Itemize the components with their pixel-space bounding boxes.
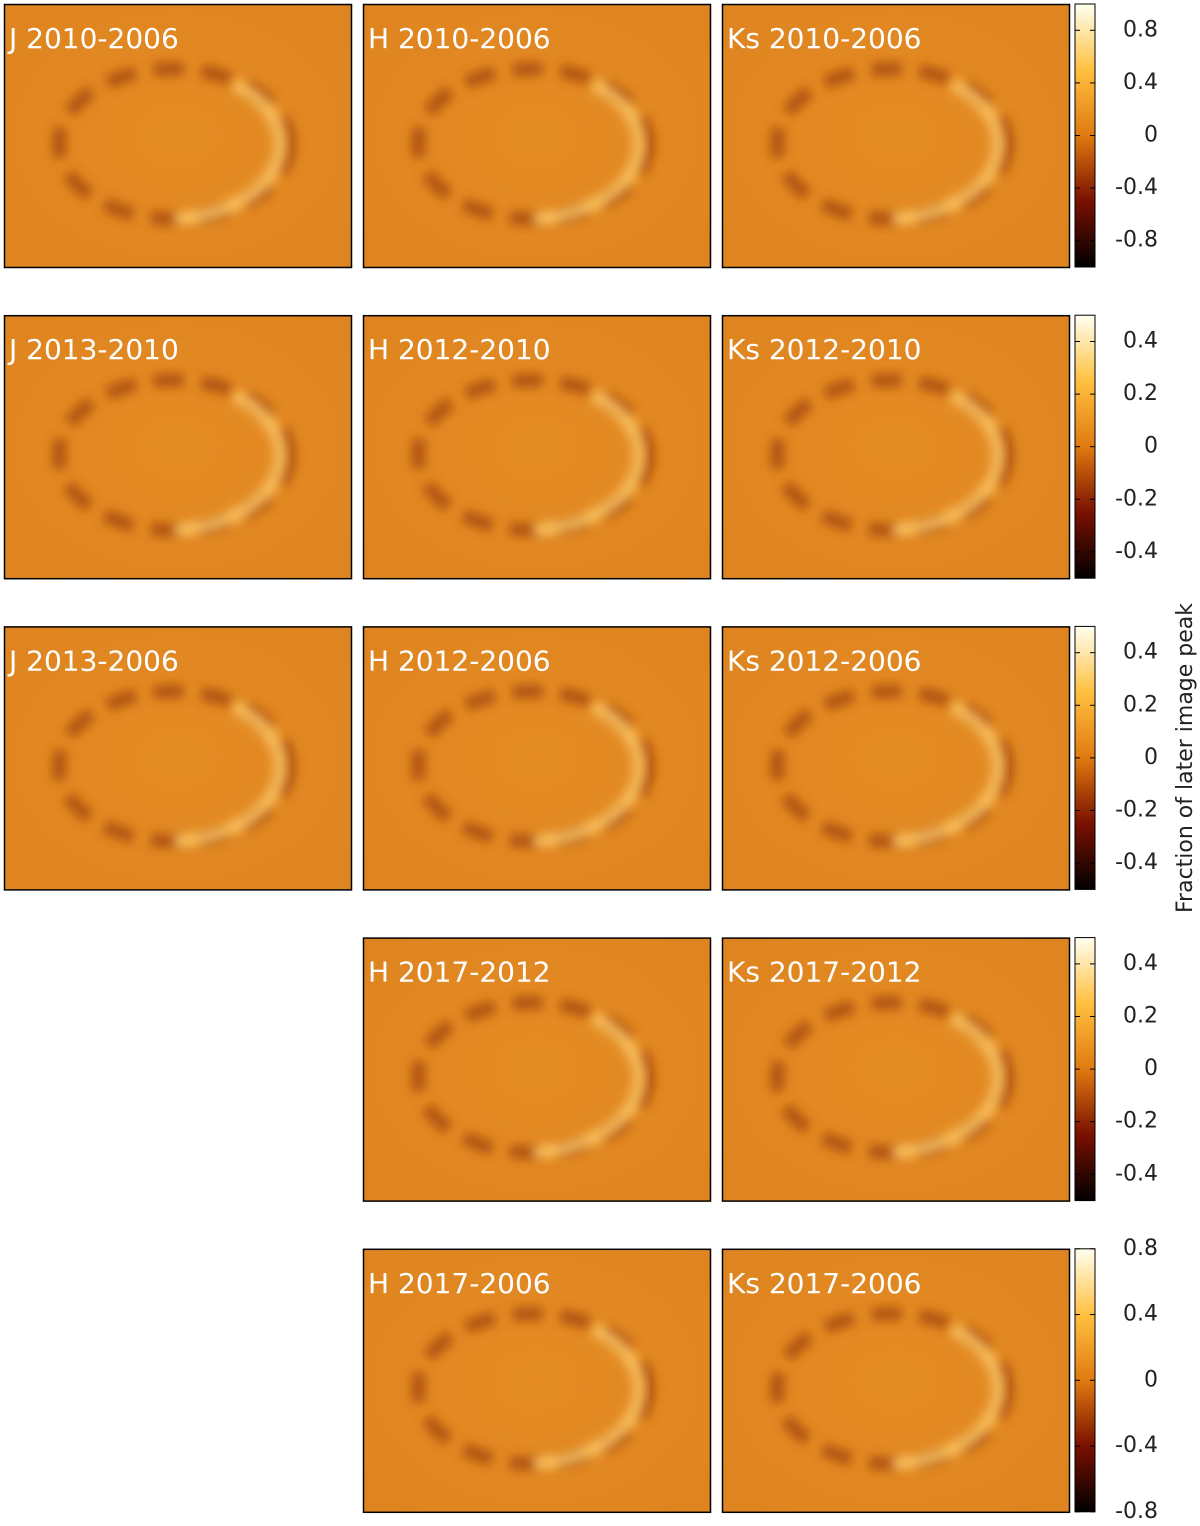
colorbar-tick-label: 0.8 <box>1123 17 1158 42</box>
panel: J 2010-2006 <box>3 3 353 269</box>
colorbar-tick-label: 0 <box>1144 123 1158 148</box>
panel-label: J 2013-2010 <box>7 333 179 366</box>
ring-bright <box>532 77 647 226</box>
colorbar-tick-label: 0.2 <box>1123 692 1158 717</box>
panel-label: H 2017-2006 <box>368 1267 551 1300</box>
colorbar-tick-label: 0.2 <box>1123 381 1158 406</box>
colorbar-tick-label: 0.2 <box>1123 1004 1158 1029</box>
colorbar-tick-label: -0.8 <box>1115 1499 1158 1524</box>
panel-frame <box>362 3 712 269</box>
panel: J 2013-2010 <box>3 314 353 580</box>
colorbar-tick-label: -0.4 <box>1115 1161 1158 1186</box>
colorbar-tick-label: 0.8 <box>1123 1236 1158 1261</box>
colorbar-tick-label: 0 <box>1144 1056 1158 1081</box>
colorbar-tick-label: 0 <box>1144 1367 1158 1392</box>
panel-frame <box>721 1248 1071 1514</box>
panel: Ks 2017-2006 <box>721 1248 1071 1514</box>
panel: H 2012-2010 <box>362 314 712 580</box>
colorbar-tick-label: 0 <box>1144 745 1158 770</box>
colorbar-tick-label: -0.2 <box>1115 1109 1158 1134</box>
colorbar-tick-label: 0.4 <box>1123 70 1158 95</box>
ring-bright <box>173 77 288 226</box>
colorbar-tick-label: 0.4 <box>1123 1302 1158 1327</box>
panel-label: J 2010-2006 <box>7 22 179 55</box>
ring-bright <box>532 1322 647 1471</box>
colorbar-tick-label: -0.4 <box>1115 175 1158 200</box>
panel-label: Ks 2012-2010 <box>727 333 921 366</box>
ring-bright <box>173 700 288 849</box>
panel-frame <box>362 1248 712 1514</box>
ring-bright <box>891 1322 1006 1471</box>
panel-frame <box>362 937 712 1202</box>
panel: Ks 2012-2010 <box>721 314 1071 580</box>
colorbar-tick-label: -0.2 <box>1115 798 1158 823</box>
panel-frame <box>3 314 353 580</box>
panel: J 2013-2006 <box>3 626 353 891</box>
panel-frame <box>721 937 1071 1202</box>
ring-bright <box>532 388 647 538</box>
panel-frame <box>721 314 1071 580</box>
colorbar-tick-label: -0.8 <box>1115 228 1158 253</box>
panel-label: H 2012-2010 <box>368 333 551 366</box>
colorbar-tick-label: -0.4 <box>1115 1433 1158 1458</box>
panel-label: Ks 2010-2006 <box>727 22 921 55</box>
ring-bright <box>891 388 1006 538</box>
colorbar-tick-label: -0.4 <box>1115 850 1158 875</box>
panel: H 2010-2006 <box>362 3 712 269</box>
panel-frame <box>721 626 1071 891</box>
colorbar-tick-label: -0.2 <box>1115 486 1158 511</box>
colorbar-tick-label: 0 <box>1144 434 1158 459</box>
panel: H 2012-2006 <box>362 626 712 891</box>
ring-bright <box>532 1011 647 1160</box>
ring-bright <box>173 388 288 538</box>
panel-frame <box>3 3 353 269</box>
colorbar-tick-label: 0.4 <box>1123 951 1158 976</box>
ring-bright <box>891 77 1006 226</box>
panel: Ks 2012-2006 <box>721 626 1071 891</box>
colorbar-tick-label: 0.4 <box>1123 329 1158 354</box>
panel-label: H 2010-2006 <box>368 22 551 55</box>
panel-label: Ks 2012-2006 <box>727 644 921 677</box>
panel-frame <box>362 314 712 580</box>
panel: H 2017-2012 <box>362 937 712 1202</box>
panel: Ks 2010-2006 <box>721 3 1071 269</box>
panel-label: J 2013-2006 <box>7 644 179 677</box>
panel-label: H 2017-2012 <box>368 956 551 989</box>
colorbar-label: Fraction of later image peak <box>1173 603 1198 913</box>
panel-frame <box>721 3 1071 269</box>
panel: Ks 2017-2012 <box>721 937 1071 1202</box>
ring-bright <box>891 700 1006 849</box>
panel-frame <box>362 626 712 891</box>
colorbar-tick-label: 0.4 <box>1123 640 1158 665</box>
panel-label: Ks 2017-2006 <box>727 1267 921 1300</box>
panel-label: Ks 2017-2012 <box>727 956 921 989</box>
ring-bright <box>532 700 647 849</box>
panel: H 2017-2006 <box>362 1248 712 1514</box>
panel-label: H 2012-2006 <box>368 644 551 677</box>
ring-bright <box>891 1011 1006 1160</box>
colorbar-tick-label: -0.4 <box>1115 539 1158 564</box>
panel-frame <box>3 626 353 891</box>
